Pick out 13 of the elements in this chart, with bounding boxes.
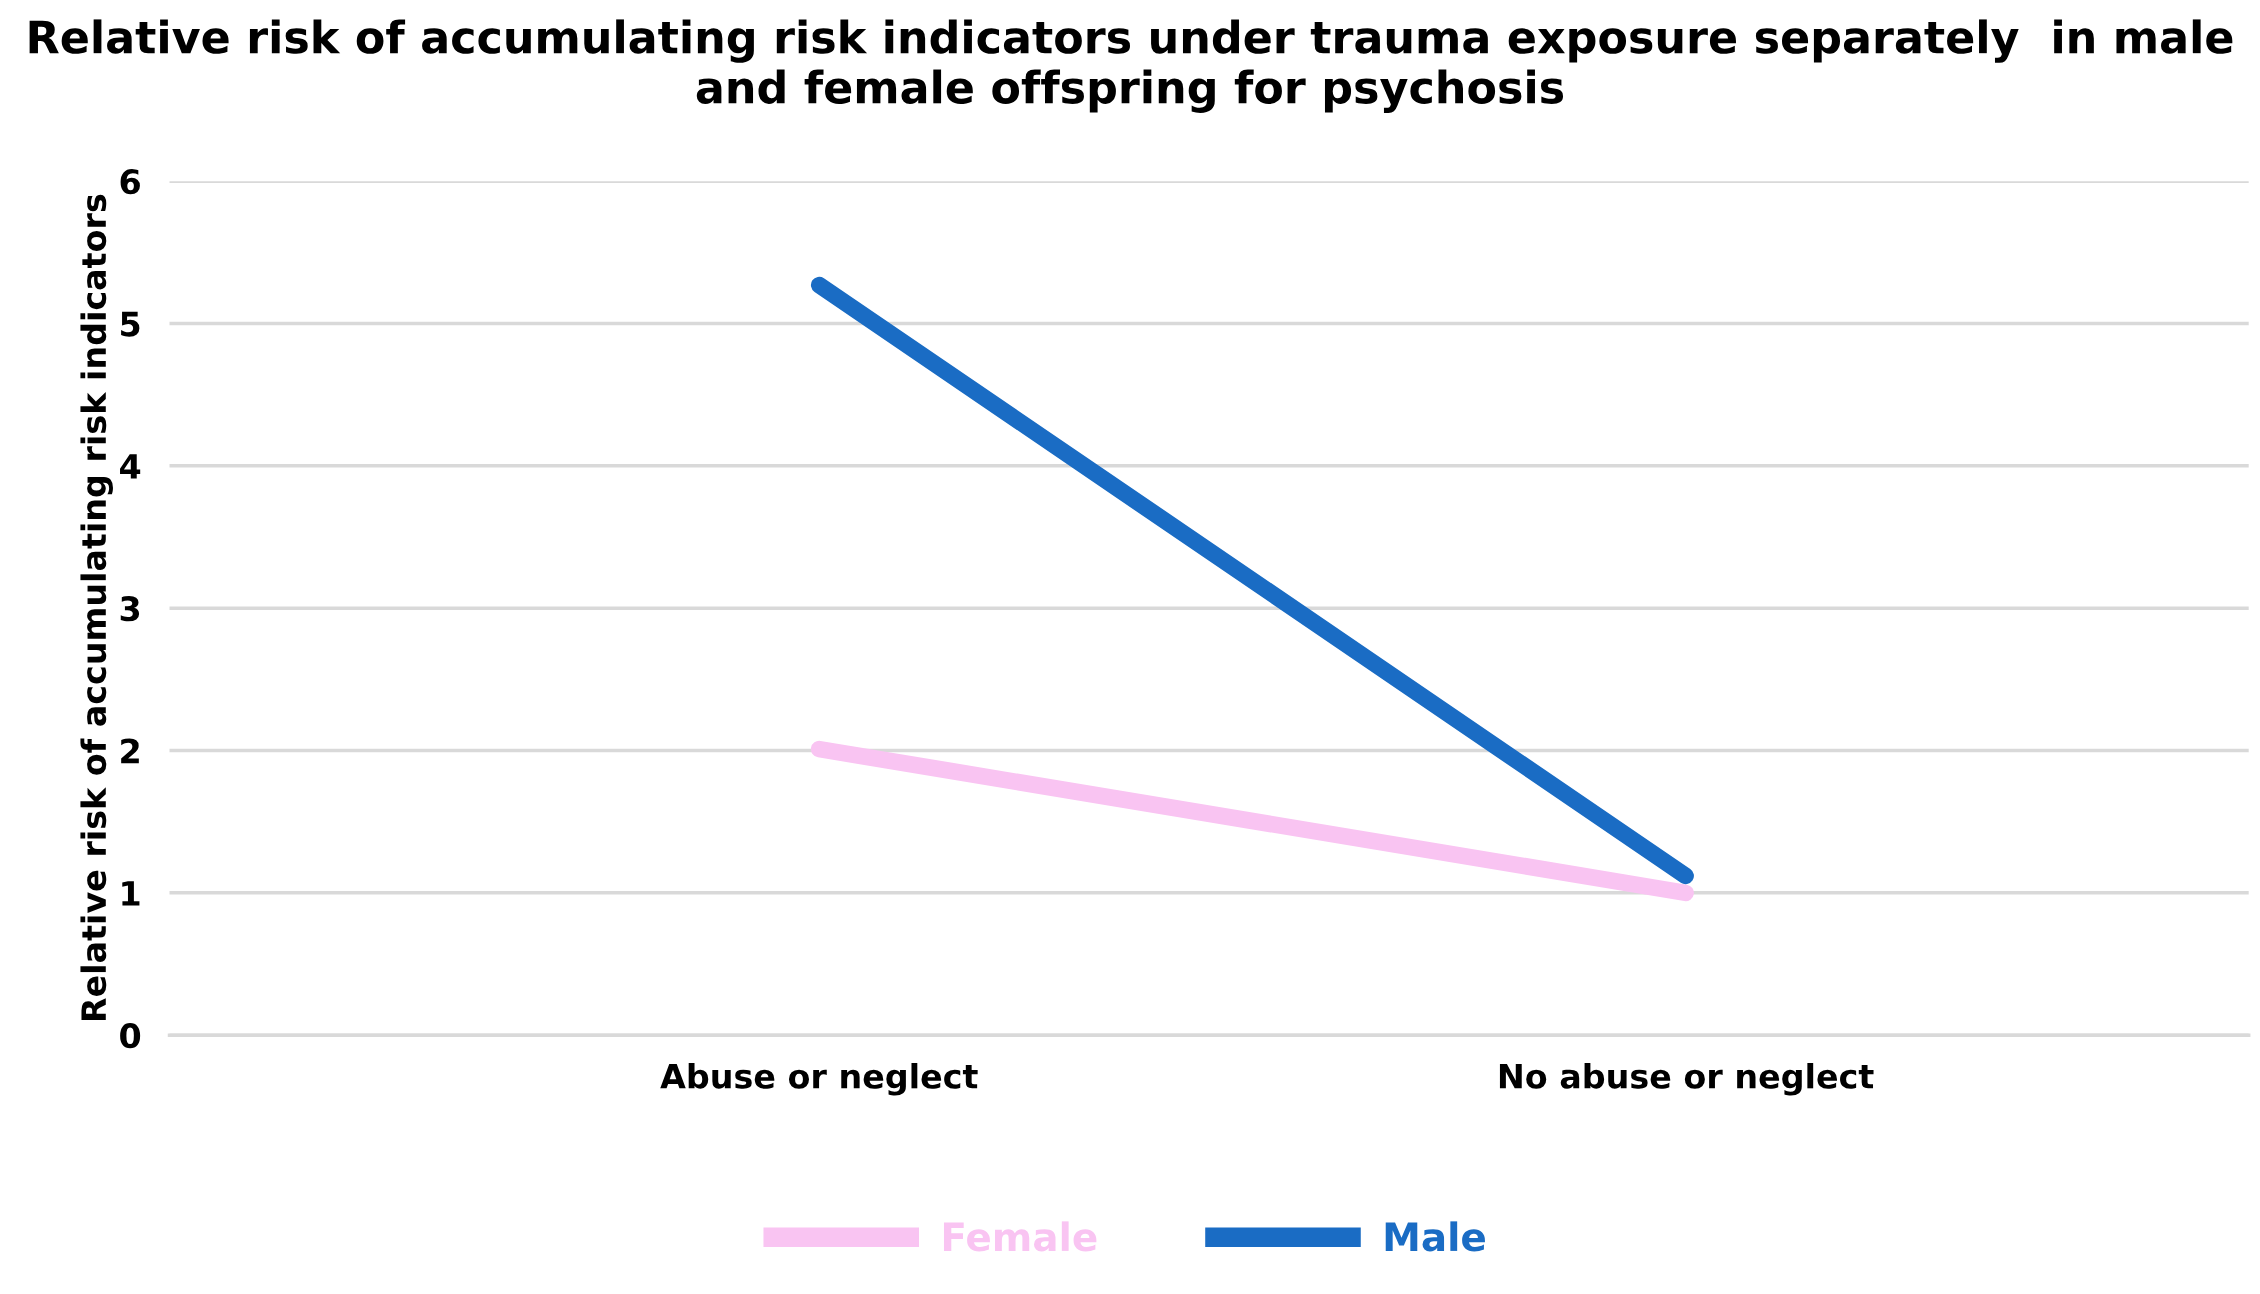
y-tick-label: 3 [120, 596, 140, 622]
chart-title: Relative risk of accumulating risk indicators under trauma exposure separately in male and female offspring for psychosis [29, 19, 2233, 113]
y-tick-label: 1 [122, 881, 140, 906]
y-tick-label: 2 [121, 738, 139, 764]
y-tick-label: 6 [120, 169, 140, 195]
y-tick-label: 5 [121, 311, 140, 337]
y-axis-title: Relative risk of accumulating risk indicators [80, 194, 113, 1021]
x-tick-label: No abuse or neglect [1499, 1062, 1874, 1096]
legend-label: Female [943, 1221, 1097, 1252]
x-tick-label: Abuse or neglect [660, 1062, 978, 1096]
y-tick-label: 4 [120, 454, 141, 479]
legend-label: Male [1385, 1221, 1485, 1252]
y-tick-label: 0 [120, 1023, 141, 1049]
